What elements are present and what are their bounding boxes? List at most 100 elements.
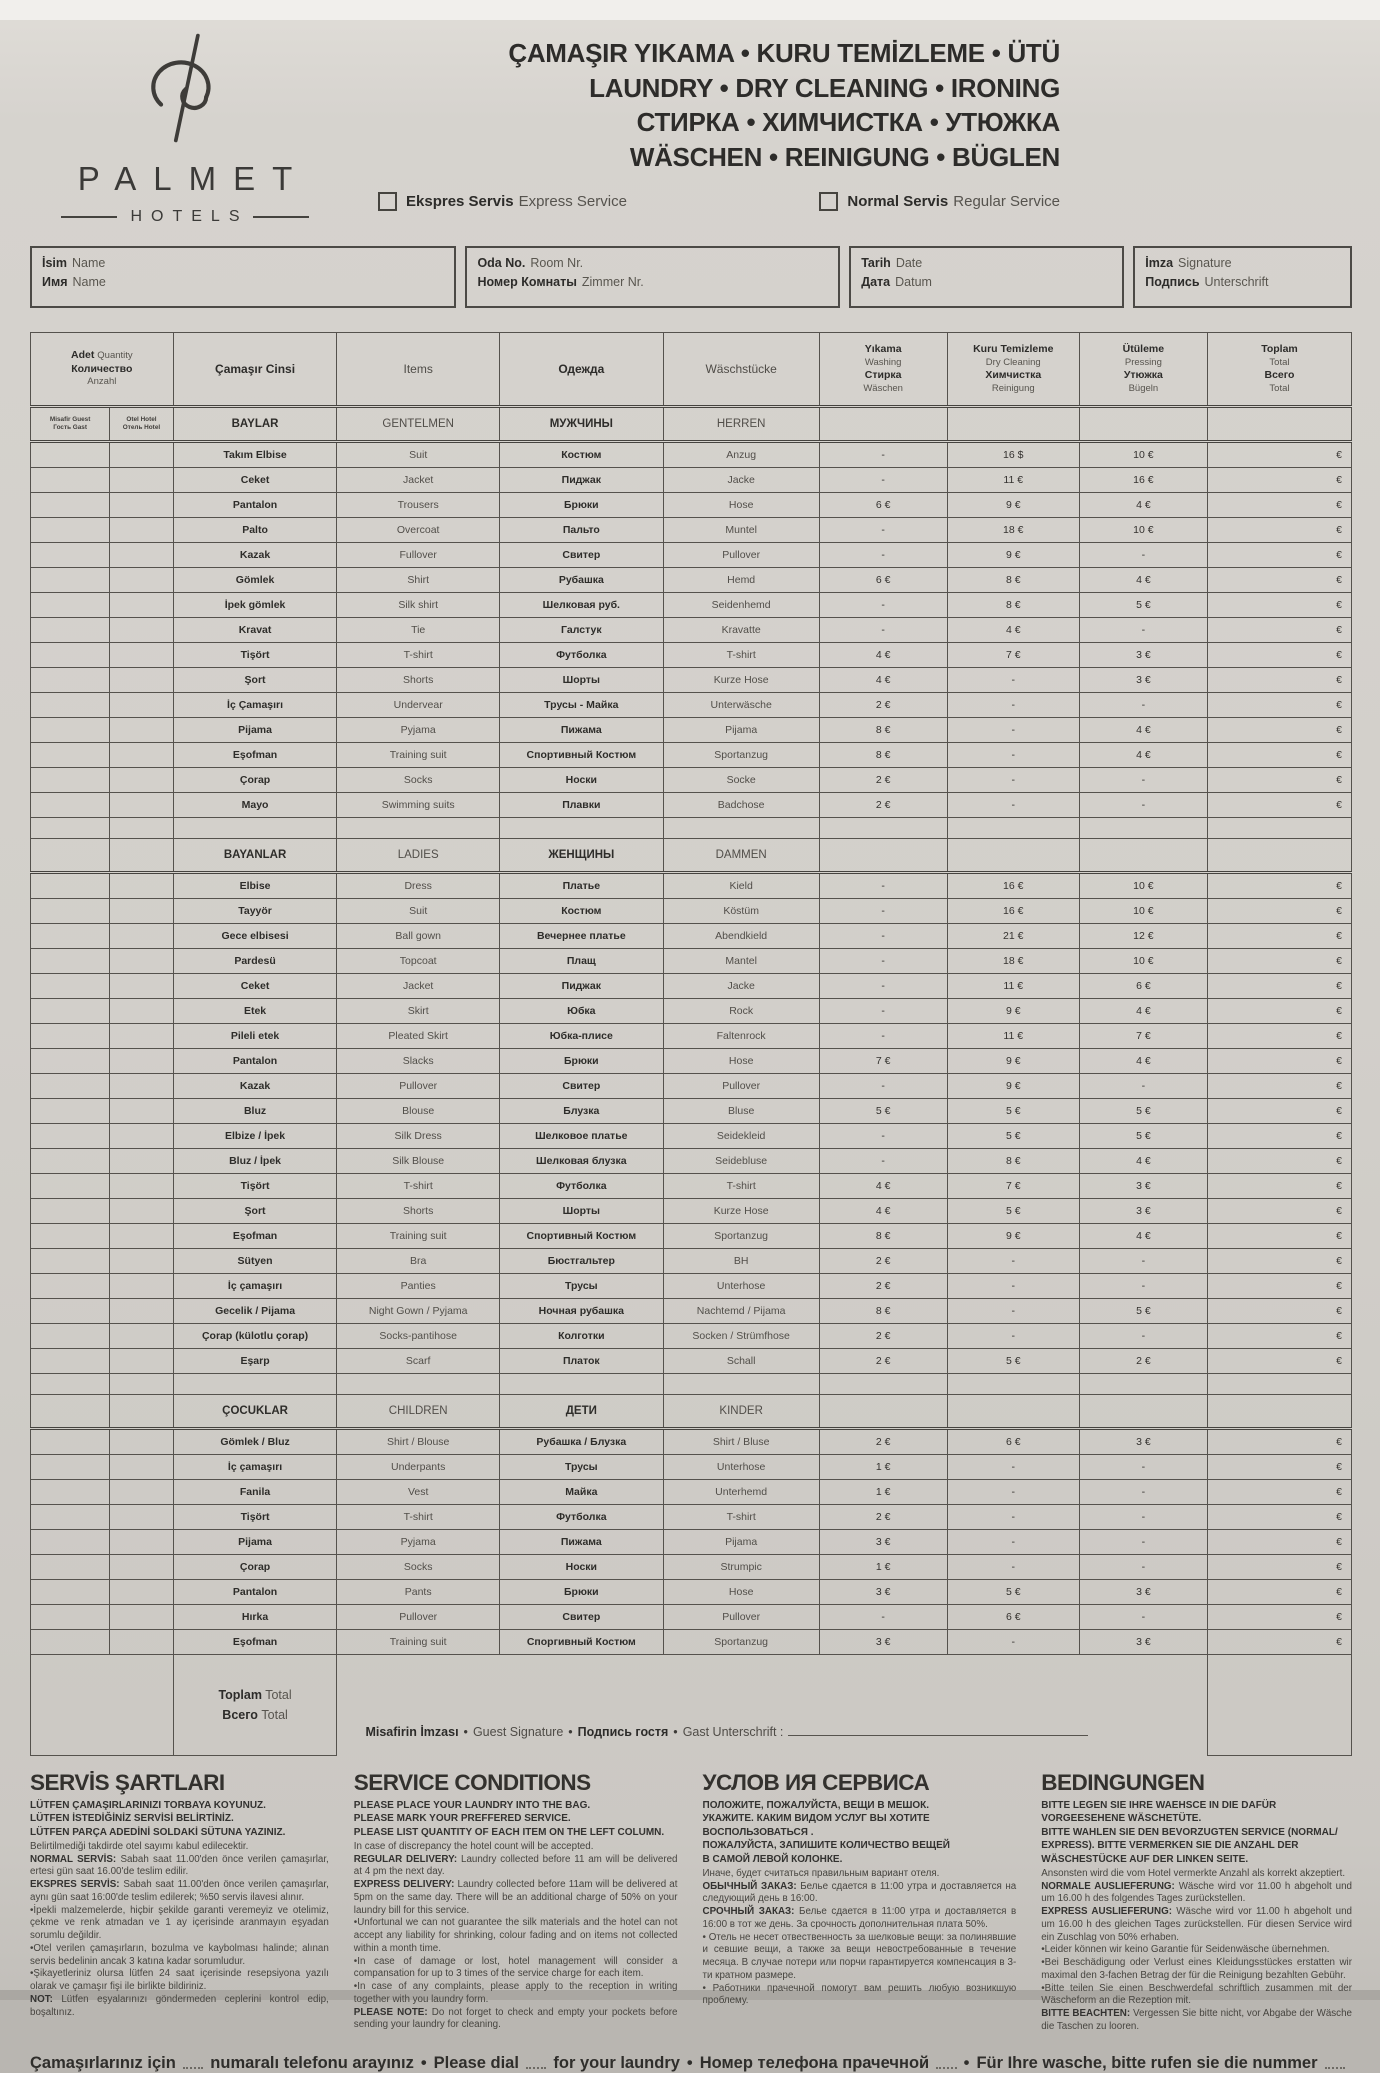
quantity-hotel-cell[interactable] <box>109 1348 174 1374</box>
quantity-hotel-cell[interactable] <box>109 872 174 899</box>
quantity-hotel-cell[interactable] <box>109 441 174 468</box>
quantity-hotel-cell[interactable] <box>109 742 174 768</box>
quantity-guest-cell[interactable] <box>29 517 111 543</box>
quantity-guest-cell[interactable] <box>29 1198 111 1224</box>
quantity-guest-cell[interactable] <box>29 998 111 1024</box>
quantity-hotel-cell[interactable] <box>109 542 174 568</box>
quantity-guest-cell[interactable] <box>29 1629 111 1655</box>
quantity-guest-cell[interactable] <box>29 872 111 899</box>
quantity-guest-cell[interactable] <box>29 1554 111 1580</box>
quantity-hotel-cell[interactable] <box>109 792 174 818</box>
grand-total-box[interactable] <box>1206 1654 1353 1756</box>
quantity-guest-cell[interactable] <box>29 767 111 793</box>
quantity-guest-cell[interactable] <box>29 542 111 568</box>
quantity-guest-cell[interactable] <box>29 973 111 999</box>
quantity-hotel-cell[interactable] <box>109 1504 174 1530</box>
quantity-guest-cell[interactable] <box>29 1148 111 1174</box>
quantity-guest-cell[interactable] <box>29 1248 111 1274</box>
quantity-hotel-cell[interactable] <box>109 1198 174 1224</box>
quantity-guest-cell[interactable] <box>29 1454 111 1480</box>
quantity-guest-cell[interactable] <box>29 948 111 974</box>
quantity-guest-cell[interactable] <box>29 1173 111 1199</box>
quantity-guest-cell[interactable] <box>29 717 111 743</box>
quantity-hotel-cell[interactable] <box>109 998 174 1024</box>
quantity-guest-cell[interactable] <box>29 1023 111 1049</box>
quantity-hotel-cell[interactable] <box>109 1048 174 1074</box>
quantity-guest-cell[interactable] <box>29 667 111 693</box>
quantity-hotel-cell[interactable] <box>109 1454 174 1480</box>
quantity-hotel-cell[interactable] <box>109 1098 174 1124</box>
quantity-guest-cell[interactable] <box>29 567 111 593</box>
quantity-hotel-cell[interactable] <box>109 1554 174 1580</box>
signature-blank-line[interactable] <box>788 1733 1089 1736</box>
phone-number-blank[interactable] <box>182 2065 204 2069</box>
quantity-hotel-cell[interactable] <box>109 923 174 949</box>
quantity-hotel-cell[interactable] <box>109 1298 174 1324</box>
date-field[interactable]: Tarih Date Дата Datum <box>849 246 1125 308</box>
name-field[interactable]: İsim Name Имя Name <box>30 246 457 308</box>
quantity-guest-cell[interactable] <box>29 1048 111 1074</box>
quantity-hotel-cell[interactable] <box>109 492 174 518</box>
quantity-hotel-cell[interactable] <box>109 567 174 593</box>
quantity-hotel-cell[interactable] <box>109 642 174 668</box>
quantity-guest-cell[interactable] <box>29 692 111 718</box>
quantity-guest-cell[interactable] <box>29 617 111 643</box>
quantity-guest-cell[interactable] <box>29 1479 111 1505</box>
quantity-hotel-cell[interactable] <box>109 1529 174 1555</box>
quantity-guest-cell[interactable] <box>29 1273 111 1299</box>
quantity-hotel-cell[interactable] <box>109 1073 174 1099</box>
room-number-field[interactable]: Oda No. Room Nr. Номер Комнаты Zimmer Nr. <box>465 246 841 308</box>
express-service-checkbox[interactable] <box>378 192 397 212</box>
total-row-quantity-cell[interactable] <box>30 1654 174 1756</box>
quantity-guest-cell[interactable] <box>29 1073 111 1099</box>
signature-field[interactable]: İmza Signature Подпись Unterschrift <box>1133 246 1352 308</box>
quantity-guest-cell[interactable] <box>29 1529 111 1555</box>
quantity-guest-cell[interactable] <box>29 792 111 818</box>
quantity-hotel-cell[interactable] <box>109 1173 174 1199</box>
quantity-guest-cell[interactable] <box>29 898 111 924</box>
normal-service-checkbox[interactable] <box>819 192 839 212</box>
quantity-hotel-cell[interactable] <box>109 467 174 493</box>
quantity-hotel-cell[interactable] <box>109 1223 174 1249</box>
quantity-hotel-cell[interactable] <box>109 1604 174 1630</box>
quantity-hotel-cell[interactable] <box>109 592 174 618</box>
quantity-hotel-cell[interactable] <box>109 1479 174 1505</box>
quantity-guest-cell[interactable] <box>29 1323 111 1349</box>
quantity-hotel-cell[interactable] <box>109 1579 174 1605</box>
quantity-guest-cell[interactable] <box>29 1428 111 1455</box>
quantity-hotel-cell[interactable] <box>109 1629 174 1655</box>
quantity-guest-cell[interactable] <box>29 1098 111 1124</box>
quantity-hotel-cell[interactable] <box>109 1248 174 1274</box>
quantity-hotel-cell[interactable] <box>109 1323 174 1349</box>
quantity-guest-cell[interactable] <box>29 1579 111 1605</box>
phone-number-blank[interactable] <box>936 2065 957 2069</box>
quantity-hotel-cell[interactable] <box>109 692 174 718</box>
quantity-guest-cell[interactable] <box>29 492 111 518</box>
quantity-hotel-cell[interactable] <box>109 1148 174 1174</box>
quantity-guest-cell[interactable] <box>29 1504 111 1530</box>
quantity-guest-cell[interactable] <box>29 1604 111 1630</box>
quantity-hotel-cell[interactable] <box>109 767 174 793</box>
phone-number-blank[interactable] <box>1324 2065 1345 2069</box>
quantity-hotel-cell[interactable] <box>109 517 174 543</box>
quantity-hotel-cell[interactable] <box>109 617 174 643</box>
quantity-guest-cell[interactable] <box>29 1298 111 1324</box>
quantity-hotel-cell[interactable] <box>109 1428 174 1455</box>
quantity-guest-cell[interactable] <box>29 642 111 668</box>
quantity-guest-cell[interactable] <box>29 742 111 768</box>
quantity-guest-cell[interactable] <box>29 923 111 949</box>
quantity-guest-cell[interactable] <box>29 1348 111 1374</box>
quantity-hotel-cell[interactable] <box>109 948 174 974</box>
quantity-hotel-cell[interactable] <box>109 1123 174 1149</box>
quantity-guest-cell[interactable] <box>29 1123 111 1149</box>
quantity-hotel-cell[interactable] <box>109 973 174 999</box>
phone-number-blank[interactable] <box>525 2065 547 2069</box>
quantity-guest-cell[interactable] <box>29 467 111 493</box>
quantity-guest-cell[interactable] <box>29 441 111 468</box>
quantity-hotel-cell[interactable] <box>109 1273 174 1299</box>
quantity-hotel-cell[interactable] <box>109 667 174 693</box>
quantity-hotel-cell[interactable] <box>109 717 174 743</box>
quantity-guest-cell[interactable] <box>29 592 111 618</box>
quantity-hotel-cell[interactable] <box>109 1023 174 1049</box>
quantity-hotel-cell[interactable] <box>109 898 174 924</box>
